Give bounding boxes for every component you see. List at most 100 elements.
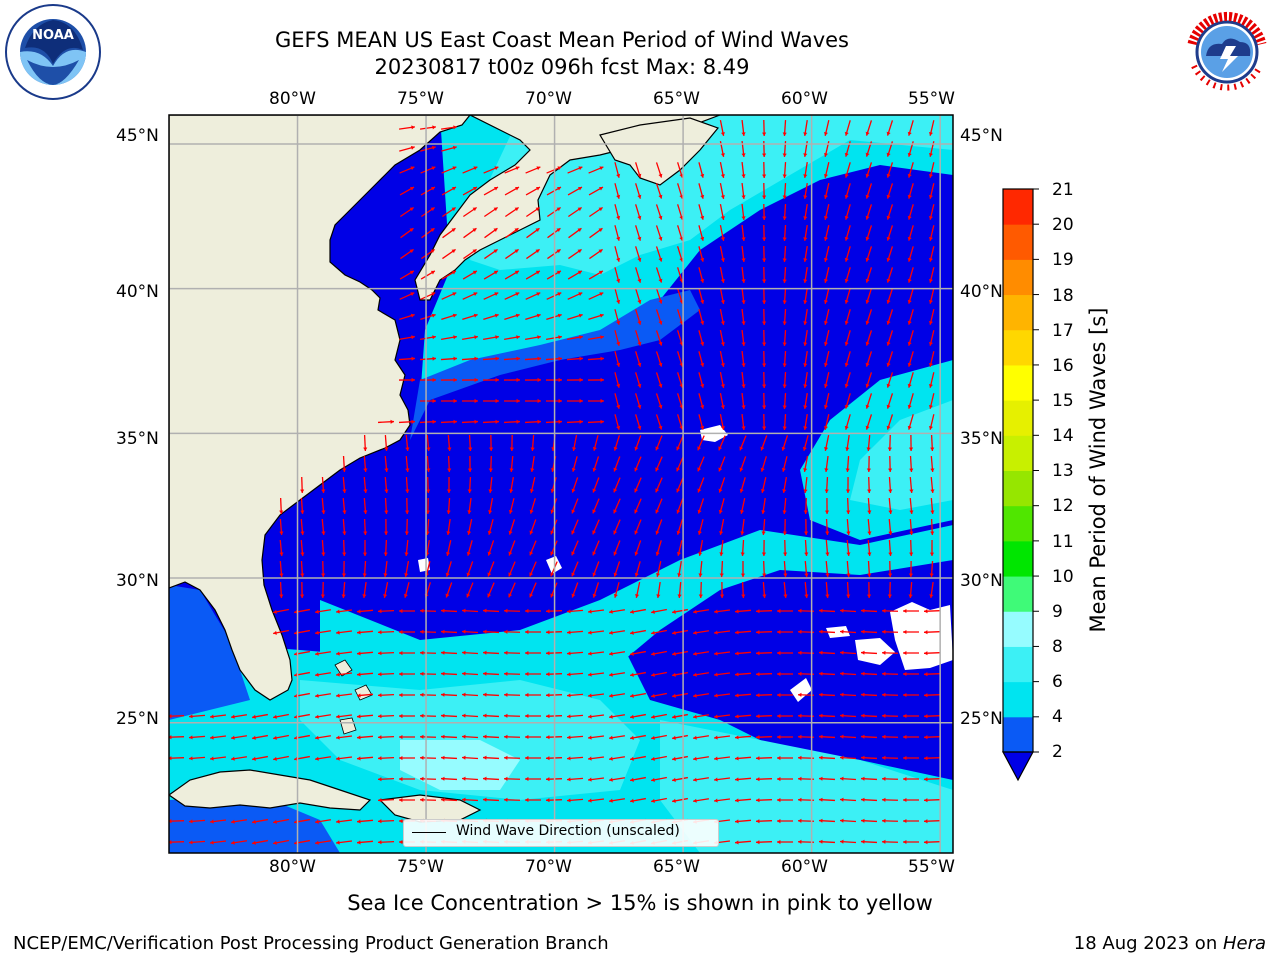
wind-arrow-head — [867, 594, 872, 598]
wind-arrow-head — [907, 341, 912, 346]
wind-arrow-head — [495, 398, 499, 404]
wind-arrow-head — [756, 693, 760, 698]
wind-arrow-head — [861, 713, 865, 718]
wind-arrow-head — [336, 609, 340, 614]
wind-arrow-head — [410, 145, 415, 150]
wind-arrow-head — [399, 608, 403, 614]
wind-arrow-head — [252, 756, 256, 761]
wind-arrow-head — [819, 776, 823, 781]
wind-arrow-head — [846, 510, 851, 514]
wind-arrow-head — [483, 713, 487, 718]
wind-arrow-head — [819, 671, 823, 676]
wind-arrow-head — [409, 249, 414, 254]
wind-arrow-head — [336, 840, 340, 845]
wind-arrow-head — [886, 320, 891, 325]
wind-arrow-head — [405, 489, 410, 493]
wind-arrow-head — [741, 342, 746, 346]
wind-arrow-head — [525, 776, 529, 782]
wind-arrow-head — [451, 186, 456, 191]
nws-logo — [1178, 4, 1276, 100]
wind-arrow-head — [252, 714, 256, 719]
wind-arrow-head — [273, 609, 277, 614]
wind-arrow-head — [718, 488, 723, 493]
wind-arrow-head — [425, 510, 430, 514]
wind-arrow-head — [378, 609, 382, 614]
wind-arrow-head — [907, 362, 912, 367]
wind-arrow-head — [777, 839, 781, 845]
wind-arrow-head — [840, 776, 844, 781]
wind-arrow-head — [231, 735, 235, 740]
wind-arrow-head — [630, 651, 634, 656]
wind-arrow-head — [592, 572, 597, 577]
wind-arrow-head — [550, 593, 555, 598]
wind-arrow-head — [609, 777, 613, 782]
wind-arrow-head — [592, 593, 597, 598]
wind-arrow-head — [630, 693, 634, 698]
wind-arrow-head — [488, 510, 493, 514]
wind-arrow-head — [483, 755, 487, 760]
wind-arrow-head — [867, 573, 872, 577]
wind-arrow-head — [887, 594, 892, 598]
wind-arrow-head — [630, 672, 634, 677]
wind-arrow-head — [546, 609, 550, 614]
wind-arrow-head — [865, 152, 870, 157]
wind-arrow-head — [844, 425, 849, 430]
wind-arrow-head — [844, 341, 849, 346]
colorbar-tick: 8 — [1052, 637, 1063, 657]
wind-arrow-head — [487, 551, 492, 556]
wind-arrow-head — [672, 798, 676, 803]
wind-arrow-head — [279, 510, 284, 514]
missing-data-patch — [418, 558, 430, 572]
wind-arrow-head — [886, 152, 891, 157]
wind-arrow-head — [420, 755, 424, 760]
bahamas-islet — [339, 717, 357, 735]
wind-arrow-head — [525, 650, 529, 656]
wind-arrow-head — [357, 714, 361, 719]
wind-arrow-head — [420, 797, 424, 802]
wind-arrow-head — [720, 426, 725, 430]
wind-arrow-head — [189, 840, 193, 845]
wind-arrow-head — [451, 228, 456, 232]
wind-arrow-head — [865, 425, 870, 430]
wind-arrow-head — [762, 573, 767, 577]
wind-arrow-head — [844, 404, 849, 409]
lon-tick-bottom: 75°W — [397, 857, 444, 877]
wind-arrow-head — [903, 671, 907, 677]
lon-tick-top: 80°W — [269, 89, 316, 109]
wind-arrow-head — [550, 530, 555, 535]
wind-arrow-head — [446, 510, 451, 514]
wind-arrow-head — [578, 292, 583, 296]
wind-arrow-head — [546, 777, 550, 782]
wind-arrow-head — [342, 468, 347, 472]
wind-arrow-head — [598, 249, 603, 254]
wind-arrow-head — [378, 693, 382, 698]
wind-arrow-head — [378, 756, 382, 761]
wind-arrow-head — [578, 313, 583, 318]
wind-arrow-head — [802, 446, 807, 451]
wind-arrow-head — [231, 756, 235, 761]
wind-arrow-head — [803, 153, 808, 157]
wind-arrow-head — [189, 735, 193, 740]
wind-arrow-head — [908, 594, 913, 598]
wind-arrow-head — [861, 650, 865, 655]
wind-arrow-head — [693, 756, 697, 761]
wind-arrow-head — [861, 755, 865, 760]
wind-arrow-head — [320, 594, 325, 598]
wind-arrow-head — [658, 257, 663, 262]
wind-arrow-head — [739, 488, 744, 493]
wind-arrow-head — [658, 404, 663, 409]
wind-arrow-head — [378, 777, 382, 782]
lon-tick-top: 75°W — [397, 89, 444, 109]
colorbar-tick: 17 — [1052, 321, 1074, 341]
wind-arrow-head — [637, 404, 642, 409]
wind-arrow-head — [420, 650, 424, 655]
wind-arrow-head — [803, 279, 808, 283]
wind-arrow-head — [844, 257, 849, 262]
wind-arrow-head — [741, 321, 746, 325]
wind-arrow-head — [866, 447, 871, 451]
wind-arrow-head — [928, 236, 933, 241]
wave-period-zone-east-inner — [850, 400, 953, 510]
missing-data-patch — [790, 678, 812, 702]
wind-arrow-head — [468, 447, 473, 451]
wind-arrow-head — [693, 630, 697, 635]
